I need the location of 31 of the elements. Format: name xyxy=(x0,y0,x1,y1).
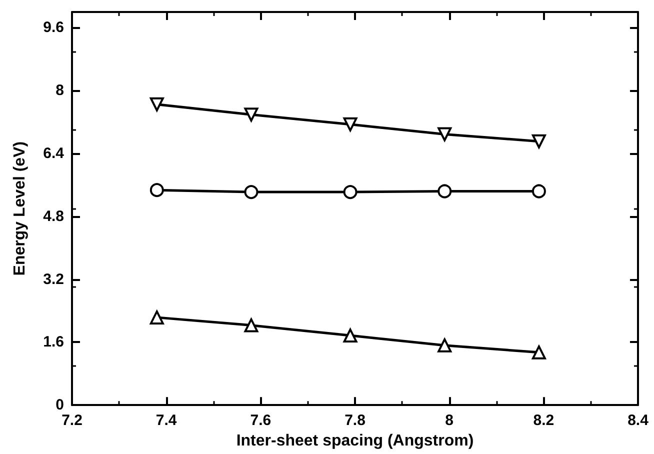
point xyxy=(150,183,164,198)
x-tick-label: 7.6 xyxy=(250,412,272,430)
point xyxy=(438,338,452,352)
x-tick-label: 7.4 xyxy=(156,412,178,430)
y-tick-label: 3.2 xyxy=(43,270,64,288)
point xyxy=(150,97,164,112)
point xyxy=(150,310,164,324)
y-tick-label: 9.6 xyxy=(43,19,64,36)
y-tick-label: 4.8 xyxy=(43,208,64,225)
y-tick-label: 8 xyxy=(56,82,64,100)
point xyxy=(244,185,258,200)
point xyxy=(438,184,452,198)
x-axis-title: Inter-sheet spacing (Angstrom) xyxy=(236,432,474,450)
point xyxy=(244,318,258,332)
x-tick-label: 7.8 xyxy=(344,412,366,430)
point xyxy=(244,108,258,122)
point xyxy=(343,117,358,132)
y-tick-label: 0 xyxy=(56,396,64,414)
x-tick-label: 7.2 xyxy=(62,412,82,430)
y-tick-label: 1.6 xyxy=(43,334,64,351)
point xyxy=(532,345,546,360)
x-tick-label: 8.2 xyxy=(533,412,554,430)
point xyxy=(532,134,546,148)
y-axis-title: Energy Level (eV) xyxy=(12,141,28,276)
point xyxy=(438,127,452,142)
point xyxy=(343,185,358,200)
x-tick-label: 8 xyxy=(445,412,454,430)
x-tick-label: 8.4 xyxy=(628,412,650,430)
point xyxy=(532,184,546,198)
y-tick-label: 6.4 xyxy=(43,145,65,162)
point xyxy=(343,328,358,343)
